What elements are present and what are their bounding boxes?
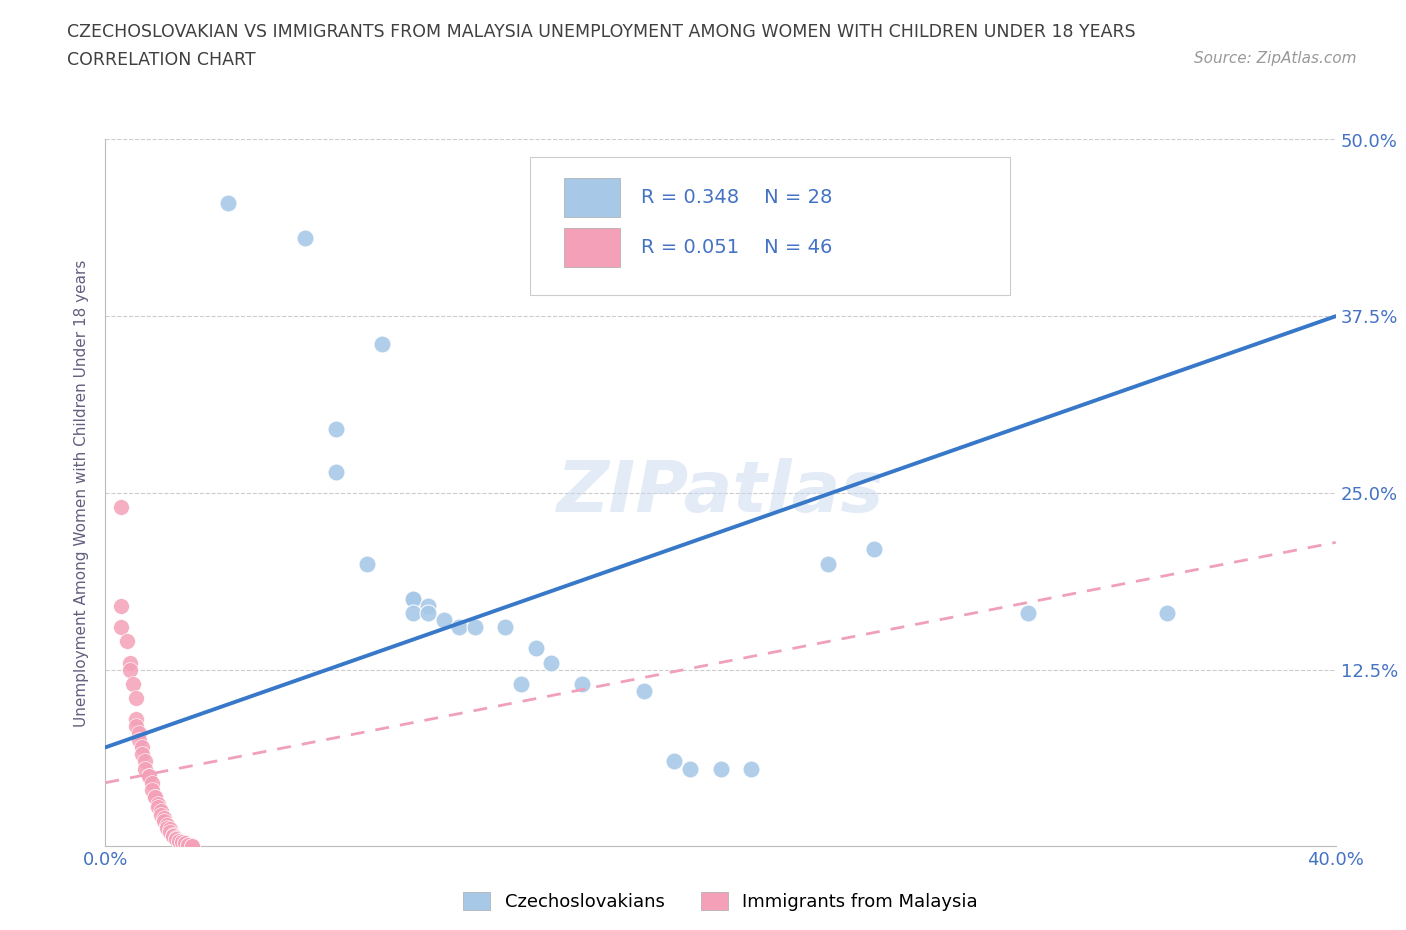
Point: [571, 676, 593, 691]
Point: [664, 754, 686, 769]
FancyBboxPatch shape: [564, 179, 620, 218]
Point: [125, 690, 148, 705]
Point: [169, 833, 191, 848]
Point: [120, 662, 141, 677]
Text: R = 0.051    N = 46: R = 0.051 N = 46: [641, 238, 832, 257]
Point: [143, 790, 166, 804]
Point: [172, 834, 194, 849]
Point: [134, 754, 156, 769]
Point: [174, 836, 197, 851]
Point: [174, 836, 197, 851]
Point: [141, 776, 163, 790]
Point: [110, 619, 132, 634]
Text: Source: ZipAtlas.com: Source: ZipAtlas.com: [1194, 51, 1357, 66]
Point: [115, 634, 138, 649]
Point: [159, 822, 181, 837]
Point: [165, 831, 187, 846]
Point: [110, 599, 132, 614]
Point: [153, 811, 176, 826]
Point: [817, 556, 839, 571]
Point: [863, 542, 886, 557]
Point: [540, 655, 562, 670]
FancyBboxPatch shape: [564, 228, 620, 267]
Point: [131, 747, 153, 762]
Text: ZIPatlas: ZIPatlas: [557, 458, 884, 527]
Point: [679, 761, 702, 776]
Point: [402, 605, 425, 620]
Point: [138, 768, 160, 783]
Point: [740, 761, 762, 776]
FancyBboxPatch shape: [530, 157, 1010, 295]
Point: [141, 782, 163, 797]
Text: CORRELATION CHART: CORRELATION CHART: [67, 51, 256, 69]
Point: [143, 790, 166, 804]
Point: [509, 676, 531, 691]
Point: [162, 829, 184, 844]
Point: [149, 808, 172, 823]
Point: [218, 195, 240, 210]
Point: [146, 796, 169, 811]
Point: [433, 613, 456, 628]
Point: [162, 828, 184, 843]
Point: [134, 761, 156, 776]
Point: [464, 619, 486, 634]
Point: [402, 591, 425, 606]
Point: [125, 719, 148, 734]
Point: [169, 833, 191, 848]
Point: [125, 711, 148, 726]
Point: [494, 619, 516, 634]
Point: [449, 619, 471, 634]
Point: [418, 599, 440, 614]
Point: [356, 556, 378, 571]
Point: [1017, 605, 1039, 620]
Point: [371, 337, 394, 352]
Point: [122, 676, 145, 691]
Point: [138, 768, 160, 783]
Point: [149, 804, 172, 818]
Point: [294, 231, 316, 246]
Point: [131, 740, 153, 755]
Text: R = 0.348    N = 28: R = 0.348 N = 28: [641, 188, 832, 207]
Text: CZECHOSLOVAKIAN VS IMMIGRANTS FROM MALAYSIA UNEMPLOYMENT AMONG WOMEN WITH CHILDR: CZECHOSLOVAKIAN VS IMMIGRANTS FROM MALAY…: [67, 23, 1136, 41]
Point: [710, 761, 733, 776]
Point: [1156, 605, 1178, 620]
Point: [325, 422, 347, 437]
Point: [418, 605, 440, 620]
Point: [110, 499, 132, 514]
Point: [159, 825, 181, 840]
Point: [177, 837, 200, 852]
Y-axis label: Unemployment Among Women with Children Under 18 years: Unemployment Among Women with Children U…: [75, 259, 90, 726]
Point: [165, 830, 187, 845]
Point: [128, 733, 150, 748]
Point: [172, 834, 194, 849]
Point: [180, 839, 202, 854]
Point: [177, 837, 200, 852]
Point: [633, 684, 655, 698]
Point: [128, 725, 150, 740]
Point: [120, 655, 141, 670]
Point: [153, 814, 176, 829]
Point: [146, 799, 169, 814]
Point: [325, 464, 347, 479]
Legend: Czechoslovakians, Immigrants from Malaysia: Czechoslovakians, Immigrants from Malays…: [456, 884, 986, 919]
Point: [402, 591, 425, 606]
Point: [156, 820, 179, 835]
Point: [156, 817, 179, 832]
Point: [180, 839, 202, 854]
Point: [524, 641, 547, 656]
